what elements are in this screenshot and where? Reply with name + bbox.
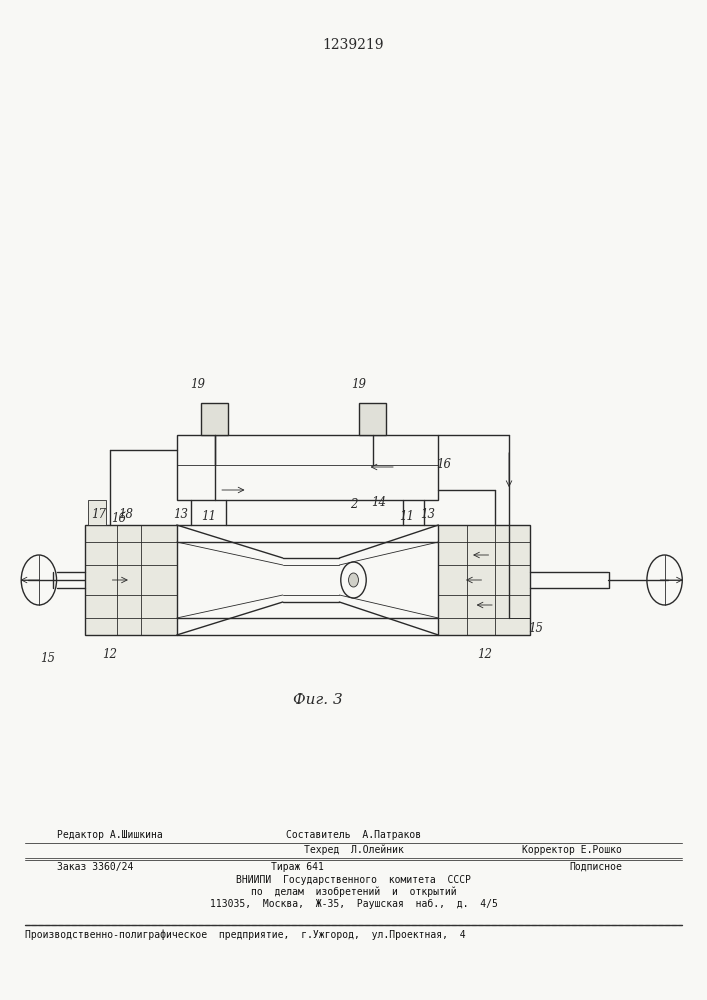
Text: ВНИИПИ  Государственного  комитета  СССР: ВНИИПИ Государственного комитета СССР — [236, 875, 471, 885]
Text: 15: 15 — [40, 652, 56, 665]
Text: 16: 16 — [436, 458, 452, 472]
Bar — [85, 525, 177, 635]
Circle shape — [349, 573, 358, 587]
Text: 12: 12 — [477, 648, 492, 662]
Text: 1239219: 1239219 — [323, 38, 384, 52]
Text: 13: 13 — [173, 508, 188, 522]
Bar — [88, 500, 106, 525]
Text: 11: 11 — [399, 510, 414, 524]
Text: 11: 11 — [201, 510, 216, 524]
Text: Фиг. 3: Фиг. 3 — [293, 693, 343, 707]
Text: Редактор А.Шишкина: Редактор А.Шишкина — [57, 830, 163, 840]
Text: 19: 19 — [190, 378, 206, 391]
Text: 14: 14 — [370, 495, 386, 508]
Text: 113035,  Москва,  Ж-35,  Раушская  наб.,  д.  4/5: 113035, Москва, Ж-35, Раушская наб., д. … — [209, 899, 498, 909]
Text: Составитель  А.Патраков: Составитель А.Патраков — [286, 830, 421, 840]
Text: Корректор Е.Рошко: Корректор Е.Рошко — [522, 845, 622, 855]
Text: 19: 19 — [351, 378, 367, 391]
Text: Подписное: Подписное — [569, 862, 622, 872]
Bar — [438, 525, 530, 635]
Text: 12: 12 — [102, 648, 117, 662]
Text: 13: 13 — [420, 508, 436, 522]
Bar — [359, 403, 386, 435]
Text: Производственно-полиграфическое  предприятие,  г.Ужгород,  ул.Проектная,  4: Производственно-полиграфическое предприя… — [25, 930, 465, 940]
Text: 1б: 1б — [112, 512, 126, 524]
Bar — [177, 435, 438, 500]
Text: Тираж 641: Тираж 641 — [271, 862, 323, 872]
Text: 2: 2 — [350, 498, 357, 512]
Bar — [201, 403, 228, 435]
Text: 15: 15 — [528, 621, 544, 635]
Text: Техред  Л.Олейник: Техред Л.Олейник — [303, 845, 404, 855]
Text: 17: 17 — [91, 508, 107, 522]
Text: Заказ 3360/24: Заказ 3360/24 — [57, 862, 133, 872]
Text: по  делам  изобретений  и  открытий: по делам изобретений и открытий — [251, 887, 456, 897]
Text: 18: 18 — [118, 508, 134, 522]
